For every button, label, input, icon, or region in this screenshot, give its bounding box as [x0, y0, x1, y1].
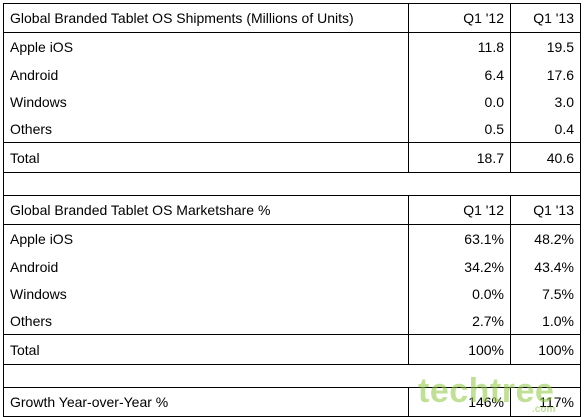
total-value-q1-12: 100% [408, 334, 511, 365]
row-value-q1-12: 6.4 [408, 61, 511, 88]
row-value-q1-12: 11.8 [408, 32, 511, 61]
table-row: Windows 0.0 3.0 [3, 88, 581, 115]
row-value-q1-13: 48.2% [510, 224, 581, 253]
total-value-q1-13: 40.6 [510, 142, 581, 173]
row-value-q1-13: 3.0 [510, 88, 581, 115]
row-value-q1-13: 17.6 [510, 61, 581, 88]
row-value-q1-12: 0.0% [408, 280, 511, 307]
spacer-row [3, 172, 581, 196]
total-label: Total [3, 334, 409, 365]
table-row: Apple iOS 11.8 19.5 [3, 32, 581, 61]
row-label: Others [3, 115, 409, 143]
spacer-row [3, 364, 581, 388]
row-label: Windows [3, 88, 409, 115]
row-value-q1-12: 34.2% [408, 253, 511, 280]
growth-row: Growth Year-over-Year % 146% 117% [3, 387, 581, 417]
total-label: Total [3, 142, 409, 173]
table2-header-row: Global Branded Tablet OS Marketshare % Q… [3, 195, 581, 225]
table2-title: Global Branded Tablet OS Marketshare % [3, 195, 409, 225]
table-row: Android 6.4 17.6 [3, 61, 581, 88]
table2-col-q1-12: Q1 '12 [408, 195, 511, 225]
table1-total-row: Total 18.7 40.6 [3, 142, 581, 173]
total-value-q1-13: 100% [510, 334, 581, 365]
total-value-q1-12: 18.7 [408, 142, 511, 173]
row-value-q1-13: 0.4 [510, 115, 581, 143]
row-label: Android [3, 253, 409, 280]
row-value-q1-12: 0.5 [408, 115, 511, 143]
row-label: Apple iOS [3, 224, 409, 253]
spacer-cell [3, 172, 581, 196]
row-value-q1-12: 2.7% [408, 307, 511, 335]
shipments-table: Global Branded Tablet OS Shipments (Mill… [3, 3, 581, 417]
table-row: Apple iOS 63.1% 48.2% [3, 224, 581, 253]
row-value-q1-13: 19.5 [510, 32, 581, 61]
table-row: Android 34.2% 43.4% [3, 253, 581, 280]
table2-col-q1-13: Q1 '13 [510, 195, 581, 225]
row-value-q1-13: 1.0% [510, 307, 581, 335]
row-value-q1-12: 0.0 [408, 88, 511, 115]
table1-header-row: Global Branded Tablet OS Shipments (Mill… [3, 3, 581, 33]
row-label: Android [3, 61, 409, 88]
row-value-q1-13: 7.5% [510, 280, 581, 307]
table1-title: Global Branded Tablet OS Shipments (Mill… [3, 3, 409, 33]
table-row: Windows 0.0% 7.5% [3, 280, 581, 307]
row-value-q1-12: 63.1% [408, 224, 511, 253]
row-label: Others [3, 307, 409, 335]
spacer-cell [3, 364, 581, 388]
growth-value-q1-12: 146% [408, 387, 511, 417]
row-label: Apple iOS [3, 32, 409, 61]
row-label: Windows [3, 280, 409, 307]
growth-value-q1-13: 117% [510, 387, 581, 417]
table1-col-q1-13: Q1 '13 [510, 3, 581, 33]
table1-col-q1-12: Q1 '12 [408, 3, 511, 33]
table2-total-row: Total 100% 100% [3, 334, 581, 365]
table-row: Others 0.5 0.4 [3, 115, 581, 143]
row-value-q1-13: 43.4% [510, 253, 581, 280]
table-row: Others 2.7% 1.0% [3, 307, 581, 335]
growth-label: Growth Year-over-Year % [3, 387, 409, 417]
